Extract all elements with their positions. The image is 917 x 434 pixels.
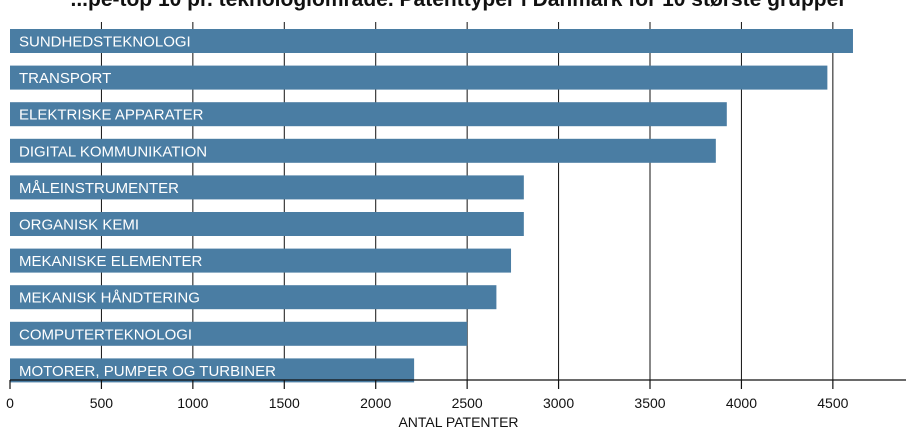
chart-title: ...pe-top 10 pr. teknologiområde. Patent… (0, 0, 917, 12)
x-tick-label: 2500 (452, 395, 483, 411)
x-tick-label: 4500 (817, 395, 848, 411)
bar-label: DIGITAL KOMMUNIKATION (19, 143, 207, 160)
bar (10, 248, 512, 273)
x-axis-title: ANTAL PATENTER (398, 414, 519, 430)
x-tick-label: 4000 (726, 395, 757, 411)
bar (10, 358, 415, 383)
bar (10, 65, 828, 90)
x-tick-label: 1000 (177, 395, 208, 411)
x-tick-label: 3000 (543, 395, 574, 411)
bar-label: MÅLEINSTRUMENTER (19, 180, 179, 197)
bar-label: ORGANISK KEMI (19, 217, 139, 234)
bar (10, 321, 468, 346)
bar-label: MOTORER, PUMPER OG TURBINER (19, 363, 276, 380)
bar (10, 285, 497, 310)
x-tick-label: 500 (90, 395, 114, 411)
bar (10, 138, 716, 163)
bar-label: MEKANISKE ELEMENTER (19, 253, 203, 270)
x-tick-label: 3500 (634, 395, 665, 411)
bar (10, 175, 524, 200)
bar-label: ELEKTRISKE APPARATER (19, 107, 204, 124)
bar (10, 212, 524, 236)
x-tick-label: 2000 (360, 395, 391, 411)
bar-label: SUNDHEDSTEKNOLOGI (19, 34, 191, 51)
bar-label: COMPUTERTEKNOLOGI (19, 326, 192, 343)
bar (10, 102, 727, 127)
bars-layer: SUNDHEDSTEKNOLOGI TRANSPORT ELEKTRISKE APP… (10, 29, 853, 383)
x-axis: 0 500 1000 1500 2000 2500 3000 3500 4000 4500 (6, 379, 906, 411)
x-tick-label: 1500 (269, 395, 300, 411)
bar (10, 29, 853, 53)
bar-label: TRANSPORT (19, 70, 111, 87)
bar-label: MEKANISK HÅNDTERING (19, 290, 200, 307)
x-tick-label: 0 (6, 395, 14, 411)
